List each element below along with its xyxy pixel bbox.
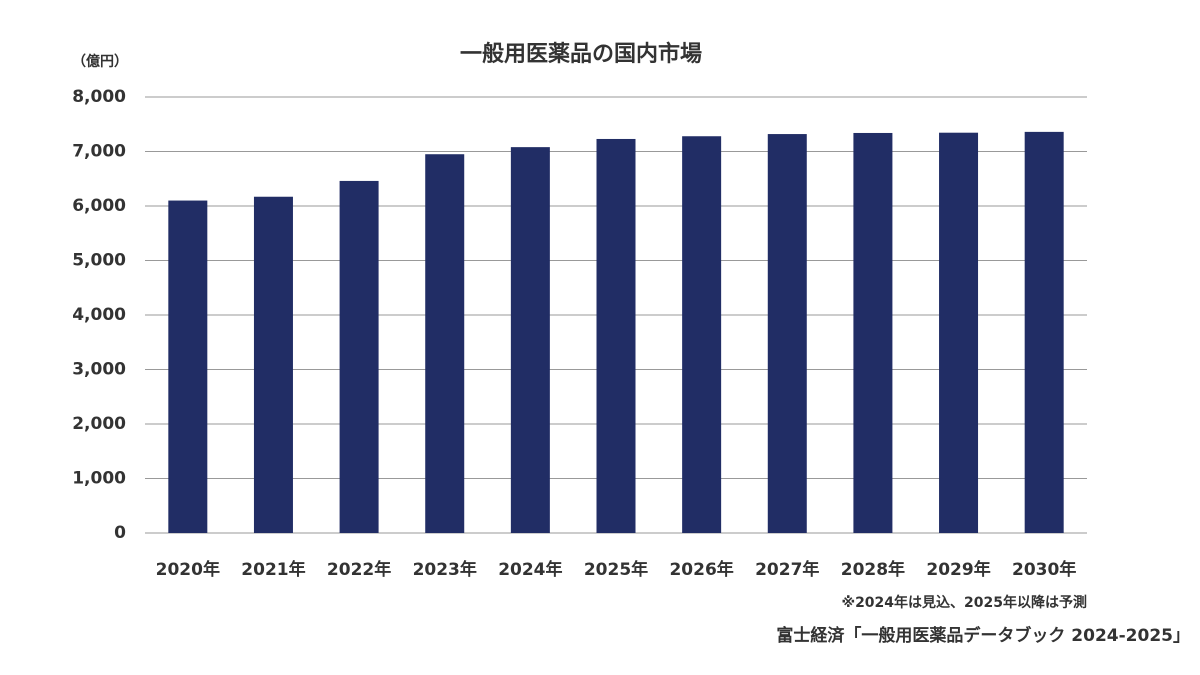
y-tick-label: 3,000: [72, 360, 126, 380]
y-axis-label: （億円）: [72, 53, 128, 70]
y-tick-label: 1,000: [72, 469, 126, 489]
bar: [596, 138, 636, 533]
x-tick-label: 2026年: [669, 559, 733, 580]
bar: [939, 132, 979, 533]
x-tick-label: 2024年: [498, 559, 562, 580]
y-tick-label: 7,000: [72, 142, 126, 162]
source: 富士経済「一般用医薬品データブック 2024-2025」: [776, 625, 1190, 646]
bar: [853, 132, 893, 533]
y-tick-label: 5,000: [72, 251, 126, 271]
bar: [510, 147, 550, 533]
y-tick-label: 2,000: [72, 414, 126, 434]
x-tick-label: 2027年: [755, 559, 819, 580]
x-tick-label: 2029年: [926, 559, 990, 580]
bar: [168, 200, 208, 534]
bar: [682, 136, 722, 534]
bar: [253, 196, 293, 534]
x-tick-label: 2030年: [1012, 559, 1076, 580]
chart-title: 一般用医薬品の国内市場: [460, 41, 702, 67]
bar: [339, 180, 379, 533]
x-tick-label: 2025年: [584, 559, 648, 580]
y-tick-label: 4,000: [72, 305, 126, 325]
x-tick-label: 2021年: [241, 559, 305, 580]
bar: [1024, 131, 1064, 533]
x-tick-label: 2023年: [413, 559, 477, 580]
bar: [425, 154, 465, 533]
y-tick-label: 8,000: [72, 87, 126, 107]
y-tick-label: 6,000: [72, 196, 126, 216]
note: ※2024年は見込、2025年以降は予測: [841, 594, 1087, 611]
x-tick-label: 2028年: [841, 559, 905, 580]
x-tick-label: 2022年: [327, 559, 391, 580]
y-tick-label: 0: [114, 523, 126, 543]
x-tick-label: 2020年: [156, 559, 220, 580]
bar: [767, 134, 807, 533]
